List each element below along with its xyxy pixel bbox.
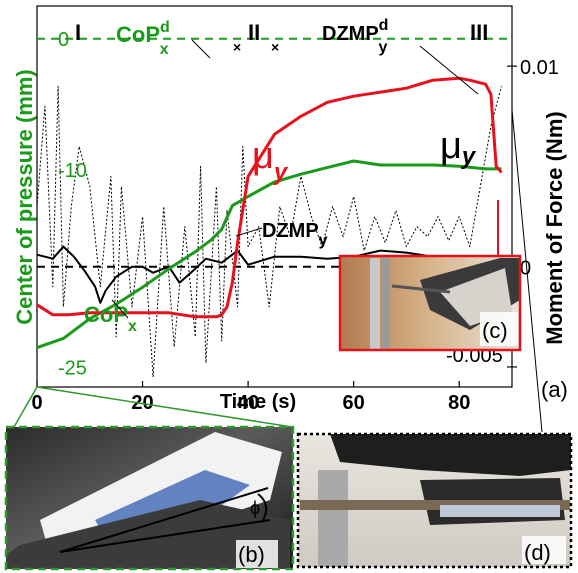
panel-label-a: (a) <box>541 377 568 402</box>
y-tick-right-1: 0 <box>520 258 531 280</box>
inset-b-label: (b) <box>238 542 265 567</box>
inset-b: ϕ (b) <box>4 425 295 571</box>
y-tick-left-0: 0 <box>58 29 69 51</box>
series-line-dzmp-y <box>36 245 502 304</box>
x-tick-3: 60 <box>343 392 365 414</box>
plot-area: 0-10-25 0.010-0.005 020406080 <box>31 5 559 414</box>
phase-label-3: III <box>470 20 488 45</box>
x-tick-2: 40 <box>237 392 259 414</box>
connector-b-right <box>36 386 293 428</box>
inset-b-border <box>4 425 295 571</box>
y-tick-left-2: -25 <box>58 357 87 379</box>
inset-d-label: (d) <box>524 540 551 565</box>
label-dzmp-y-desired: DZMPd y <box>322 17 479 95</box>
series-line-cop-x <box>36 159 502 350</box>
inset-d-border <box>296 432 573 569</box>
connector-d <box>511 109 543 433</box>
connector-b-left <box>13 386 38 428</box>
label-cop-x: CoPx <box>84 299 137 335</box>
label-cop-x-desired: CoPd x <box>116 19 211 59</box>
marker-cross-2: × <box>271 39 279 55</box>
label-mu-y-red: μy <box>252 135 289 186</box>
x-axis-title: Time (s) <box>220 391 296 413</box>
label-dzmp-y: DZMPy <box>235 220 328 249</box>
svg-text:CoPx: CoPx <box>84 302 137 335</box>
phase-label-2: II <box>248 20 260 45</box>
x-tick-0: 0 <box>31 392 42 414</box>
y-tick-left-1: -10 <box>58 160 87 182</box>
angle-phi-label: ϕ <box>250 498 260 518</box>
x-tick-4: 80 <box>448 392 470 414</box>
svg-text:DZMPy: DZMPy <box>262 220 328 249</box>
y-tick-right-0: 0.01 <box>520 57 559 79</box>
label-mu-y-black: μy <box>440 125 477 170</box>
plot-frame <box>36 5 513 388</box>
inset-d: (d) <box>296 432 573 569</box>
y-axis-right-title: Moment of Force (Nm) <box>542 111 567 344</box>
inset-c: (c) <box>338 200 522 352</box>
svg-text:μy: μy <box>252 135 289 186</box>
series-line--y <box>36 76 503 319</box>
phase-label-1: I <box>75 20 81 45</box>
inset-c-border <box>338 254 522 352</box>
svg-text:μy: μy <box>440 125 477 170</box>
marker-cross-1: × <box>233 39 241 55</box>
left-axis-ticks: 0 -10 -25 <box>58 29 87 379</box>
series-line-dzmp-y-raw <box>36 85 502 378</box>
y-axis-left-title: Center of pressure (mm) <box>12 69 37 325</box>
inset-c-label: (c) <box>482 318 508 343</box>
